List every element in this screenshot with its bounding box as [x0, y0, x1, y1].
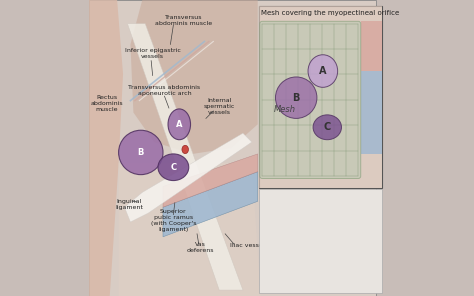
Text: Mesh covering the myopectineal orifice: Mesh covering the myopectineal orifice [261, 10, 399, 16]
Text: C: C [265, 269, 273, 279]
Text: C: C [324, 122, 331, 132]
Text: B: B [137, 148, 144, 157]
Ellipse shape [118, 130, 163, 175]
Text: Vas
deferens: Vas deferens [186, 242, 214, 252]
Polygon shape [89, 0, 123, 296]
Ellipse shape [308, 55, 337, 87]
Text: Superior
pubic ramus
(with Cooper's
ligament): Superior pubic ramus (with Cooper's liga… [151, 209, 196, 232]
Polygon shape [361, 21, 382, 71]
Text: C: C [170, 163, 176, 172]
FancyBboxPatch shape [259, 189, 382, 293]
Ellipse shape [158, 154, 189, 181]
Text: Direct inguinal
hernia: Direct inguinal hernia [278, 240, 335, 259]
Ellipse shape [275, 77, 317, 118]
Polygon shape [361, 71, 382, 154]
Ellipse shape [168, 109, 191, 140]
Polygon shape [125, 133, 252, 222]
Text: Rectus
abdominis
muscle: Rectus abdominis muscle [91, 95, 123, 112]
Text: Internal
spermatic
vessels: Internal spermatic vessels [203, 98, 235, 115]
Text: Transversus abdominis
aponeurotic arch: Transversus abdominis aponeurotic arch [128, 85, 201, 96]
Text: A: A [176, 120, 182, 129]
Polygon shape [118, 163, 261, 296]
Polygon shape [128, 24, 243, 290]
Text: Indirect inguinal
hernia: Indirect inguinal hernia [278, 210, 341, 230]
Polygon shape [163, 172, 258, 237]
Text: Mesh: Mesh [274, 105, 296, 114]
Polygon shape [259, 6, 382, 188]
Text: Inferior epigastric
vessels: Inferior epigastric vessels [125, 48, 181, 59]
Text: Iliac vessels: Iliac vessels [229, 243, 267, 248]
Text: Transversus
abdominis muscle: Transversus abdominis muscle [155, 15, 212, 26]
Text: B: B [292, 93, 300, 103]
Ellipse shape [313, 115, 341, 140]
Polygon shape [163, 154, 258, 207]
FancyBboxPatch shape [89, 0, 376, 296]
Polygon shape [130, 0, 258, 154]
Text: B: B [265, 240, 273, 250]
FancyBboxPatch shape [260, 21, 361, 178]
Text: Femoral hernia: Femoral hernia [278, 269, 336, 278]
Text: Inguinal
ligament: Inguinal ligament [115, 199, 143, 210]
Ellipse shape [182, 145, 189, 154]
Text: A: A [265, 210, 273, 220]
FancyBboxPatch shape [259, 6, 382, 188]
Text: A: A [319, 66, 327, 76]
